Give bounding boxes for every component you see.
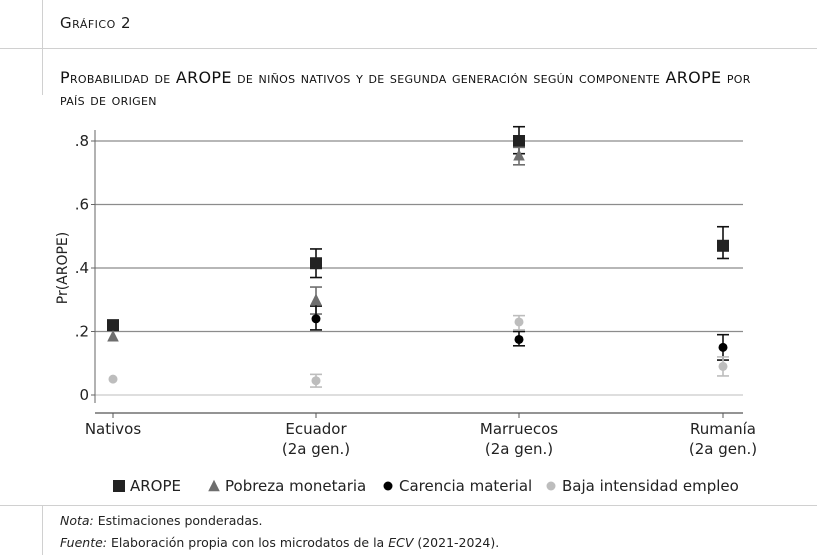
point-arope (717, 239, 729, 252)
x-tick-label: (2a gen.) (282, 440, 350, 458)
point-baja-intensidad-empleo (108, 374, 118, 384)
note-label: Nota: (60, 513, 94, 528)
y-tick-label: .8 (75, 132, 89, 150)
point-arope (310, 257, 322, 270)
x-tick-label: Marruecos (480, 420, 558, 438)
header-divider (0, 48, 817, 49)
legend-label-pobreza-monetaria: Pobreza monetaria (225, 477, 366, 495)
legend-marker-arope (113, 480, 125, 492)
source-line: Fuente: Elaboración propia con los micro… (60, 532, 499, 554)
y-tick-label: .2 (75, 323, 89, 341)
legend-label-arope: AROPE (130, 477, 181, 495)
y-tick-label: 0 (79, 386, 89, 404)
x-tick-label: Ecuador (285, 420, 347, 438)
legend-marker-pobreza-monetaria (208, 479, 220, 492)
y-tick-label: .4 (75, 259, 89, 277)
point-carencia-material (718, 342, 728, 352)
chart-notes: Nota: Estimaciones ponderadas. Fuente: E… (60, 510, 499, 554)
figure-label: Gráfico 2 (60, 14, 132, 32)
x-tick-label: (2a gen.) (689, 440, 757, 458)
point-arope (107, 319, 119, 332)
source-text-2: (2021-2024). (413, 535, 500, 550)
legend-marker-carencia-material (383, 481, 393, 491)
point-pobreza-monetaria (513, 149, 525, 161)
chart-title: Probabilidad de AROPE de niños nativos y… (60, 68, 751, 109)
source-emphasis: ECV (388, 535, 414, 550)
point-pobreza-monetaria (310, 293, 322, 305)
x-tick-label: Nativos (85, 420, 142, 438)
legend-label-baja-intensidad-empleo: Baja intensidad empleo (562, 477, 739, 495)
point-pobreza-monetaria (107, 330, 119, 342)
x-tick-label: Rumanía (690, 420, 756, 438)
point-arope (513, 135, 525, 147)
point-baja-intensidad-empleo (311, 376, 321, 386)
footer-divider (0, 505, 817, 506)
source-label: Fuente: (60, 535, 108, 550)
note-line: Nota: Estimaciones ponderadas. (60, 510, 499, 532)
source-text-1: Elaboración propia con los microdatos de… (107, 535, 389, 550)
note-text: Estimaciones ponderadas. (93, 513, 263, 528)
point-baja-intensidad-empleo (718, 361, 728, 371)
y-axis-label: Pr(AROPE) (55, 232, 71, 305)
legend-marker-baja-intensidad-empleo (546, 481, 556, 491)
header-vertical-rule (42, 0, 43, 95)
point-baja-intensidad-empleo (514, 317, 524, 327)
chart-svg: 0 .2 .4 .6 .8 Pr(AROPE) Nativos Ecuador (2a gen.… (55, 125, 757, 495)
x-tick-label: (2a gen.) (485, 440, 553, 458)
footer-vertical-rule (42, 505, 43, 555)
y-tick-label: .6 (75, 196, 89, 214)
legend-label-carencia-material: Carencia material (399, 477, 532, 495)
point-carencia-material (311, 314, 321, 324)
point-carencia-material (514, 334, 524, 344)
